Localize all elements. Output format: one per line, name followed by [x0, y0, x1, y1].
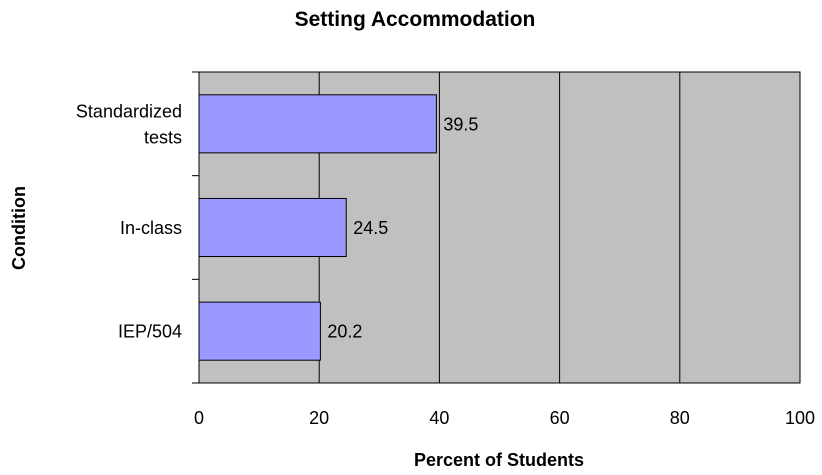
bar-0 — [198, 94, 437, 154]
bar-1 — [198, 197, 347, 258]
category-label-1-line-0: In-class — [120, 218, 182, 238]
category-label-0: Standardized tests — [76, 101, 182, 147]
y-axis: Standardized tests In-class IEP/504 — [76, 71, 200, 384]
x-tick-label-1: 20 — [309, 408, 329, 428]
data-label-1: 24.5 — [353, 218, 388, 238]
bar-2 — [198, 301, 321, 361]
chart-title: Setting Accommodation — [295, 8, 536, 31]
x-tick-label-0: 0 — [194, 408, 204, 428]
x-tick-label-5: 100 — [785, 408, 815, 428]
x-tick-label-3: 60 — [550, 408, 570, 428]
category-label-2: IEP/504 — [118, 322, 182, 342]
category-label-0-line-1: tests — [144, 127, 182, 147]
x-axis-title: Percent of Students — [414, 450, 584, 470]
y-axis-title: Condition — [9, 186, 29, 270]
x-tick-label-2: 40 — [429, 408, 449, 428]
bars: 39.5 24.5 20.2 — [198, 94, 478, 361]
x-tick-label-4: 80 — [670, 408, 690, 428]
x-axis: 0 20 40 60 80 100 — [194, 408, 815, 428]
category-label-0-line-0: Standardized — [76, 101, 182, 121]
category-label-1: In-class — [120, 218, 182, 238]
data-label-2: 20.2 — [327, 322, 362, 342]
data-label-0: 39.5 — [443, 114, 478, 134]
category-label-2-line-0: IEP/504 — [118, 322, 182, 342]
